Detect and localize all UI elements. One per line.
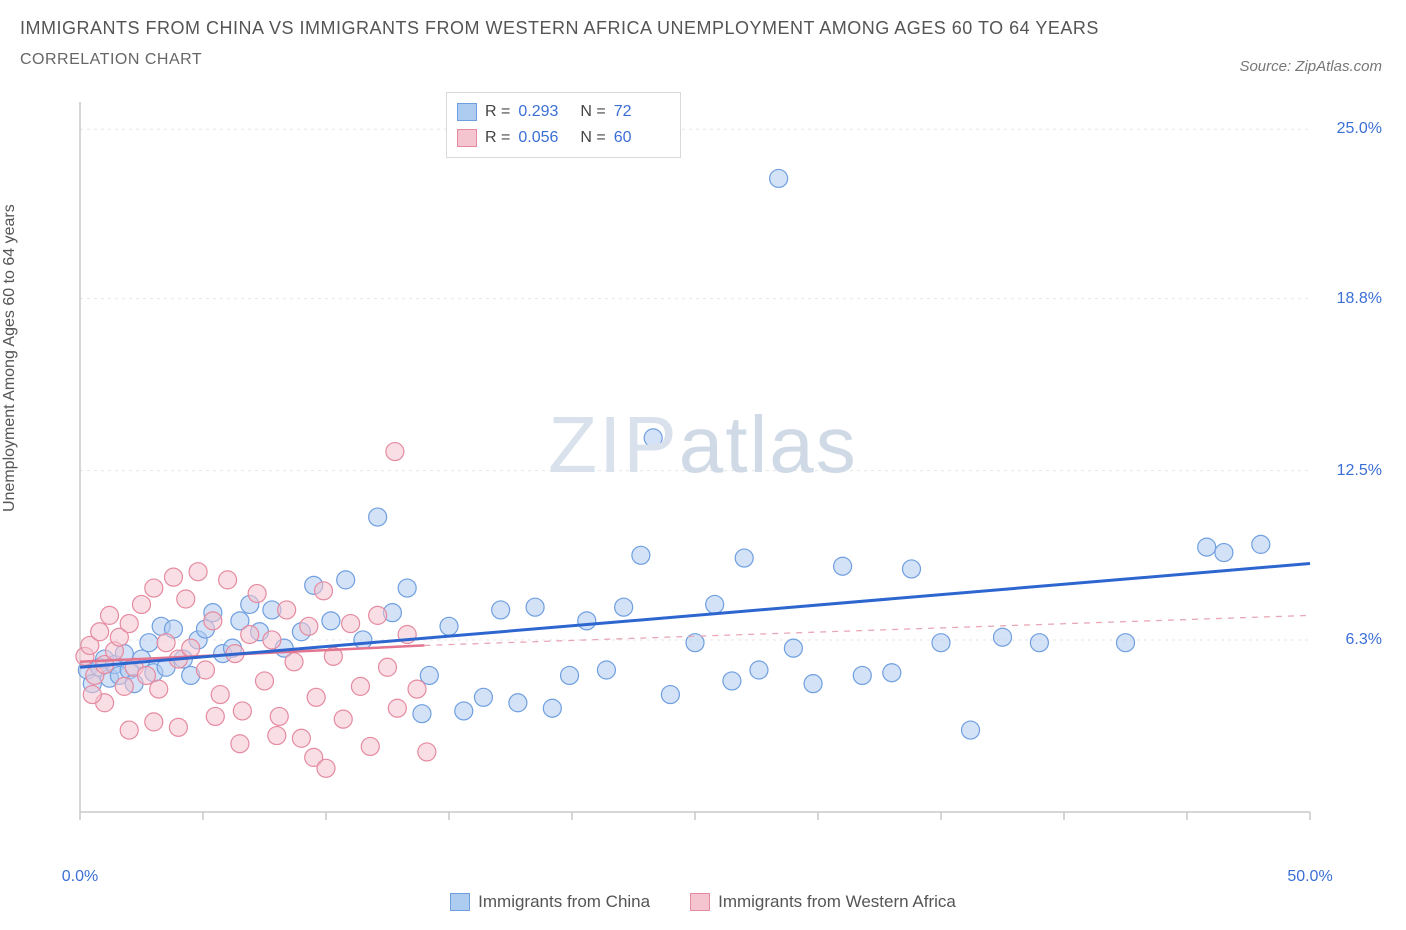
x-tick-label: 0.0% [62,868,98,886]
legend-label: Immigrants from China [478,892,650,912]
y-tick-label: 12.5% [1337,462,1382,480]
y-tick-label: 25.0% [1337,120,1382,138]
scatter-plot [70,92,1370,852]
x-tick-label: 50.0% [1287,868,1332,886]
chart-subtitle: CORRELATION CHART [20,51,1386,69]
legend-label: Immigrants from Western Africa [718,892,956,912]
chart-container: Unemployment Among Ages 60 to 64 years Z… [20,92,1386,912]
legend-swatch-wafrica [690,893,710,911]
y-tick-label: 18.8% [1337,290,1382,308]
legend-swatch-china [450,893,470,911]
source-attribution: Source: ZipAtlas.com [1239,58,1382,75]
y-tick-label: 6.3% [1346,631,1382,649]
stats-legend: R =0.293 N =72 R =0.056 N =60 [446,92,681,158]
legend-swatch-wafrica [457,129,477,147]
chart-title: IMMIGRANTS FROM CHINA VS IMMIGRANTS FROM… [20,18,1386,39]
series-legend: Immigrants from China Immigrants from We… [20,892,1386,912]
y-axis-label: Unemployment Among Ages 60 to 64 years [1,204,19,512]
legend-swatch-china [457,103,477,121]
